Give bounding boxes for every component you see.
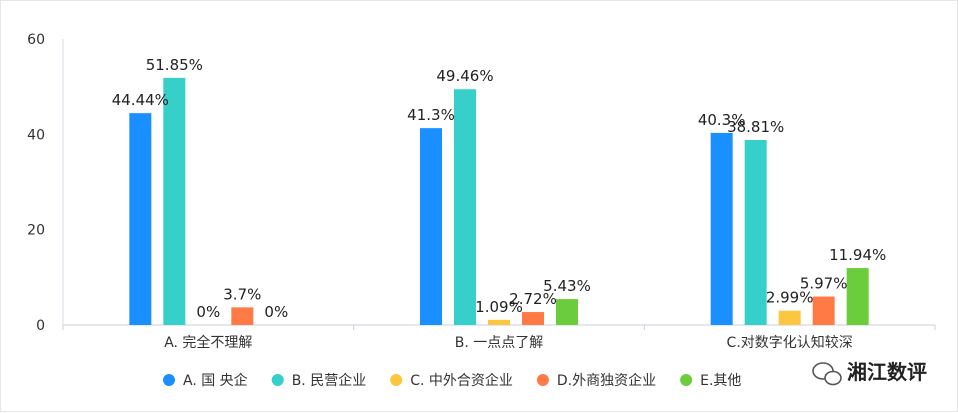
watermark-text: 湘江数评: [847, 360, 927, 384]
bar: [556, 299, 578, 325]
legend-label: A. 国 央企: [183, 372, 248, 389]
data-label: 3.7%: [223, 285, 261, 303]
y-axis: 0 20 40 60: [27, 32, 64, 334]
bar: [846, 268, 869, 325]
bar: [231, 307, 254, 325]
x-category-label: C.对数字化认知较深: [727, 334, 853, 351]
bar: [744, 140, 767, 325]
legend-label: E.其他: [700, 373, 741, 389]
legend-swatch: [163, 374, 175, 386]
legend-label: C. 中外合资企业: [410, 372, 513, 389]
data-label: 38.81%: [727, 118, 784, 136]
legend-swatch: [536, 374, 549, 386]
bar: [812, 296, 835, 325]
legend-swatch: [680, 374, 693, 386]
x-category-label: A. 完全不理解: [164, 334, 252, 351]
data-labels-group: 44.44% 51.85% 0%3.7%0% 41.3% 49.46% 1.09%2.72…: [112, 56, 887, 321]
y-tick-label: 20: [27, 223, 45, 239]
data-label: 51.85%: [146, 56, 203, 74]
data-label: 41.3%: [407, 106, 455, 124]
legend-swatch: [271, 374, 284, 386]
data-label: 44.44%: [112, 91, 169, 109]
y-tick-label: 60: [27, 32, 45, 48]
data-label: 0%: [264, 303, 288, 321]
data-label: 0%: [196, 303, 220, 321]
legend-swatch: [390, 374, 403, 386]
legend-label: B. 民营企业: [292, 372, 367, 389]
bar: [522, 312, 544, 325]
wechat-icon: [812, 362, 842, 386]
data-label: 2.72%: [509, 290, 557, 308]
x-axis: A. 完全不理解 B. 一点点了解 C.对数字化认知较深: [62, 324, 936, 351]
data-label: 1.09%: [475, 298, 523, 316]
data-label: 5.43%: [543, 277, 591, 295]
watermark: 湘江数评: [812, 360, 927, 386]
legend: A. 国 央企 B. 民营企业 C. 中外合资企业 D.外商独资企业 E.其他: [163, 372, 741, 389]
legend-label: D.外商独资企业: [557, 372, 656, 389]
bar: [710, 132, 733, 325]
bar: [129, 113, 152, 325]
bar: [163, 77, 186, 326]
bar: [488, 319, 510, 325]
data-label: 40.3%: [698, 111, 746, 129]
y-tick-label: 0: [36, 318, 45, 334]
x-category-label: B. 一点点了解: [455, 335, 544, 351]
bar: [454, 89, 476, 326]
data-label: 5.97%: [800, 275, 848, 293]
data-label: 2.99%: [766, 289, 814, 307]
data-label: 49.46%: [436, 67, 493, 85]
bars-group: [129, 77, 869, 326]
y-tick-label: 40: [27, 127, 45, 143]
data-label: 11.94%: [829, 246, 886, 264]
bar: [420, 128, 442, 325]
bar: [778, 310, 801, 325]
